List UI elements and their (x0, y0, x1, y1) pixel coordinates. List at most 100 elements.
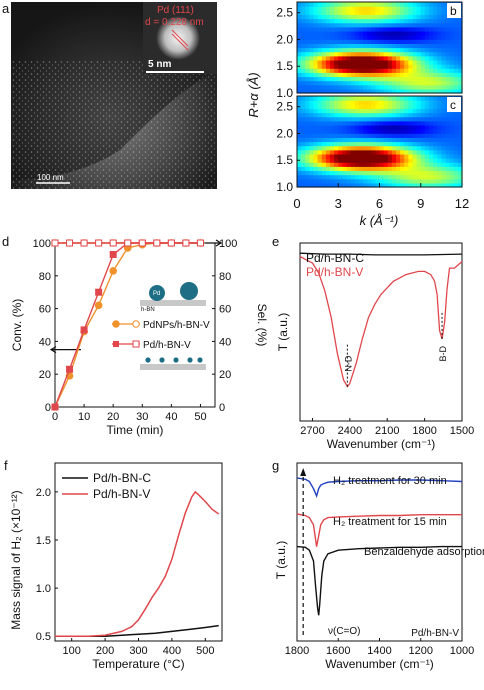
heatmap-c-cell (400, 133, 405, 138)
heatmap-c-cell (379, 137, 385, 143)
heatmap-b-cell (404, 59, 409, 65)
heatmap-c-cell (334, 112, 339, 118)
heatmap-c-cell (445, 182, 451, 188)
heatmap-b-cell (433, 55, 438, 61)
heatmap-b-cell (367, 68, 372, 73)
heatmap-b-cell (313, 39, 319, 44)
heatmap-c-cell (334, 145, 339, 151)
heatmap-b-cell (424, 59, 430, 65)
heatmap-b-cell (391, 14, 397, 20)
heatmap-b-cell (330, 68, 335, 73)
heatmap-c-cell (350, 166, 356, 172)
heatmap-b-cell (433, 6, 438, 11)
heatmap-b-cell (383, 76, 389, 82)
heatmap-c-cell (297, 116, 302, 122)
heatmap-c-cell (441, 124, 447, 130)
heatmap-c-cell (330, 178, 335, 184)
heatmap-c-cell (346, 141, 352, 147)
heatmap-b-cell (321, 14, 327, 20)
heatmap-c-cell (358, 145, 364, 151)
heatmap-b-cell (441, 68, 447, 73)
heatmap-b-cell (437, 88, 442, 94)
heatmap-c-cell (371, 100, 376, 105)
heatmap-b-cell (404, 47, 409, 53)
heatmap-c-cell (441, 108, 447, 114)
heatmap-c-cell (383, 108, 389, 114)
heatmap-b-cell (321, 10, 327, 16)
heatmap-c-cell (350, 96, 356, 101)
heatmap-c-cell (453, 116, 459, 122)
heatmap-c-cell (367, 145, 372, 151)
heatmap-c-cell (325, 116, 331, 122)
heatmap-b-cell (429, 22, 434, 28)
heatmap-c-cell (301, 141, 306, 147)
heatmap-b-cell (387, 26, 393, 32)
heatmap-b-cell (342, 51, 348, 57)
heatmap-b-cell (396, 6, 401, 11)
heatmap-b-cell (371, 10, 376, 16)
heatmap-b-cell (367, 43, 372, 49)
heatmap-b-cell (400, 22, 405, 28)
heatmap-c-cell (387, 100, 393, 105)
heatmap-c-cell (412, 158, 418, 163)
heatmap-c-cell (429, 124, 434, 130)
heatmap-b-cell (383, 10, 389, 16)
heatmap-c-cell (309, 96, 315, 101)
heatmap-b-cell (297, 76, 302, 82)
heatmap-b-cell (313, 10, 319, 16)
heatmap-b-cell (437, 2, 442, 7)
heatmap-c-cell (334, 108, 339, 114)
heatmap-b-cell (325, 88, 331, 94)
heatmap-c-cell (317, 153, 323, 159)
heatmap-c-cell (379, 104, 385, 110)
heatmap-b-cell (387, 47, 393, 53)
heatmap-b-cell (449, 76, 455, 82)
panel-d-point (124, 239, 132, 247)
heatmap-b-cell (342, 55, 348, 61)
heatmap-b-cell (408, 6, 414, 11)
heatmap-b-cell (334, 47, 339, 53)
heatmap-c-cell (350, 153, 356, 159)
heatmap-c-cell (445, 112, 451, 118)
heatmap-b-cell (334, 43, 339, 49)
heatmap-b-cell (408, 35, 414, 40)
heatmap-b-cell (400, 30, 405, 36)
heatmap-b-cell (301, 14, 306, 20)
heatmap-c-cell (334, 149, 339, 155)
heatmap-b-cell (317, 88, 323, 94)
heatmap-b-cell (363, 26, 368, 32)
heatmap-b-cell (396, 59, 401, 65)
heatmap-b-cell (424, 76, 430, 82)
heatmap-c-cell (445, 137, 451, 143)
heatmap-c-cell (375, 129, 381, 134)
heatmap-b-cell (453, 84, 459, 90)
heatmap-c-cell (321, 116, 327, 122)
heatmap-c-cell (313, 158, 319, 163)
heatmap-c-cell (350, 149, 356, 155)
heatmap-c-cell (383, 137, 389, 143)
heatmap-b-cell (346, 35, 352, 40)
heatmap-b-cell (400, 51, 405, 57)
heatmap-b-cell (391, 72, 397, 78)
heatmap-c-cell (383, 162, 389, 167)
heatmap-c-cell (358, 116, 364, 122)
heatmap-b-cell (346, 47, 352, 53)
panel-d-inset-pd-label: Pd (153, 291, 160, 297)
panel-f-xtick-label: 300 (129, 645, 147, 657)
heatmap-c-cell (383, 170, 389, 176)
heatmap-b-cell (338, 51, 343, 57)
panel-e-xtick-label: 2100 (375, 425, 399, 437)
heatmap-b-cell (363, 80, 368, 86)
heatmap-b-cell (420, 26, 426, 32)
heatmap-c-cell (350, 120, 356, 126)
heatmap-b-cell (449, 68, 455, 73)
heatmap-c-cell (317, 137, 323, 143)
heatmap-c-cell (375, 170, 381, 176)
heatmap-c-cell (424, 108, 430, 114)
heatmap-b-cell (317, 14, 323, 20)
heatmap-b-cell (412, 2, 418, 7)
heatmap-c-cell (449, 116, 455, 122)
heatmap-c-cell (350, 116, 356, 122)
heatmap-c-cell (416, 137, 422, 143)
heatmap-b-cell (358, 26, 364, 32)
